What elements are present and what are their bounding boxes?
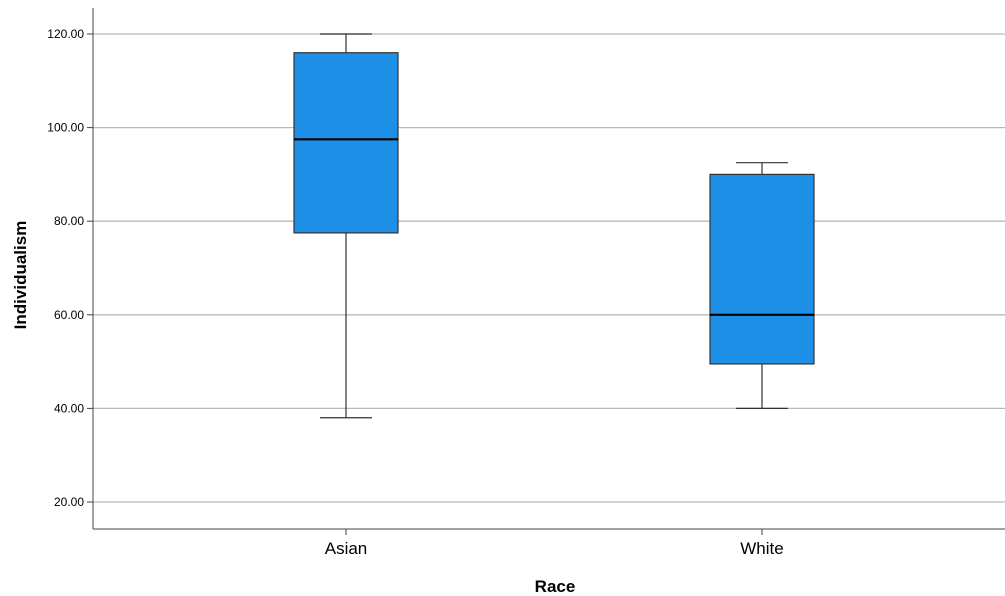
- y-tick-label: 80.00: [54, 214, 84, 228]
- iqr-box: [709, 173, 815, 365]
- x-category-label: White: [740, 539, 783, 558]
- y-tick-label: 100.00: [47, 121, 84, 135]
- x-category-labels: Asian White: [325, 529, 784, 558]
- x-category-label: Asian: [325, 539, 368, 558]
- y-tick-labels: 20.00 40.00 60.00 80.00 100.00 120.00: [47, 27, 84, 509]
- box-white: [709, 162, 815, 409]
- axes: [92, 8, 1005, 530]
- y-axis-title: Individualism: [11, 221, 30, 330]
- y-tick-label: 40.00: [54, 401, 84, 415]
- gridlines: [87, 33, 1005, 503]
- x-axis-title: Race: [535, 577, 576, 596]
- y-tick-label: 20.00: [54, 495, 84, 509]
- iqr-box: [293, 52, 399, 234]
- box-asian: [293, 33, 399, 419]
- boxes: [293, 33, 815, 419]
- y-tick-label: 60.00: [54, 308, 84, 322]
- y-tick-label: 120.00: [47, 27, 84, 41]
